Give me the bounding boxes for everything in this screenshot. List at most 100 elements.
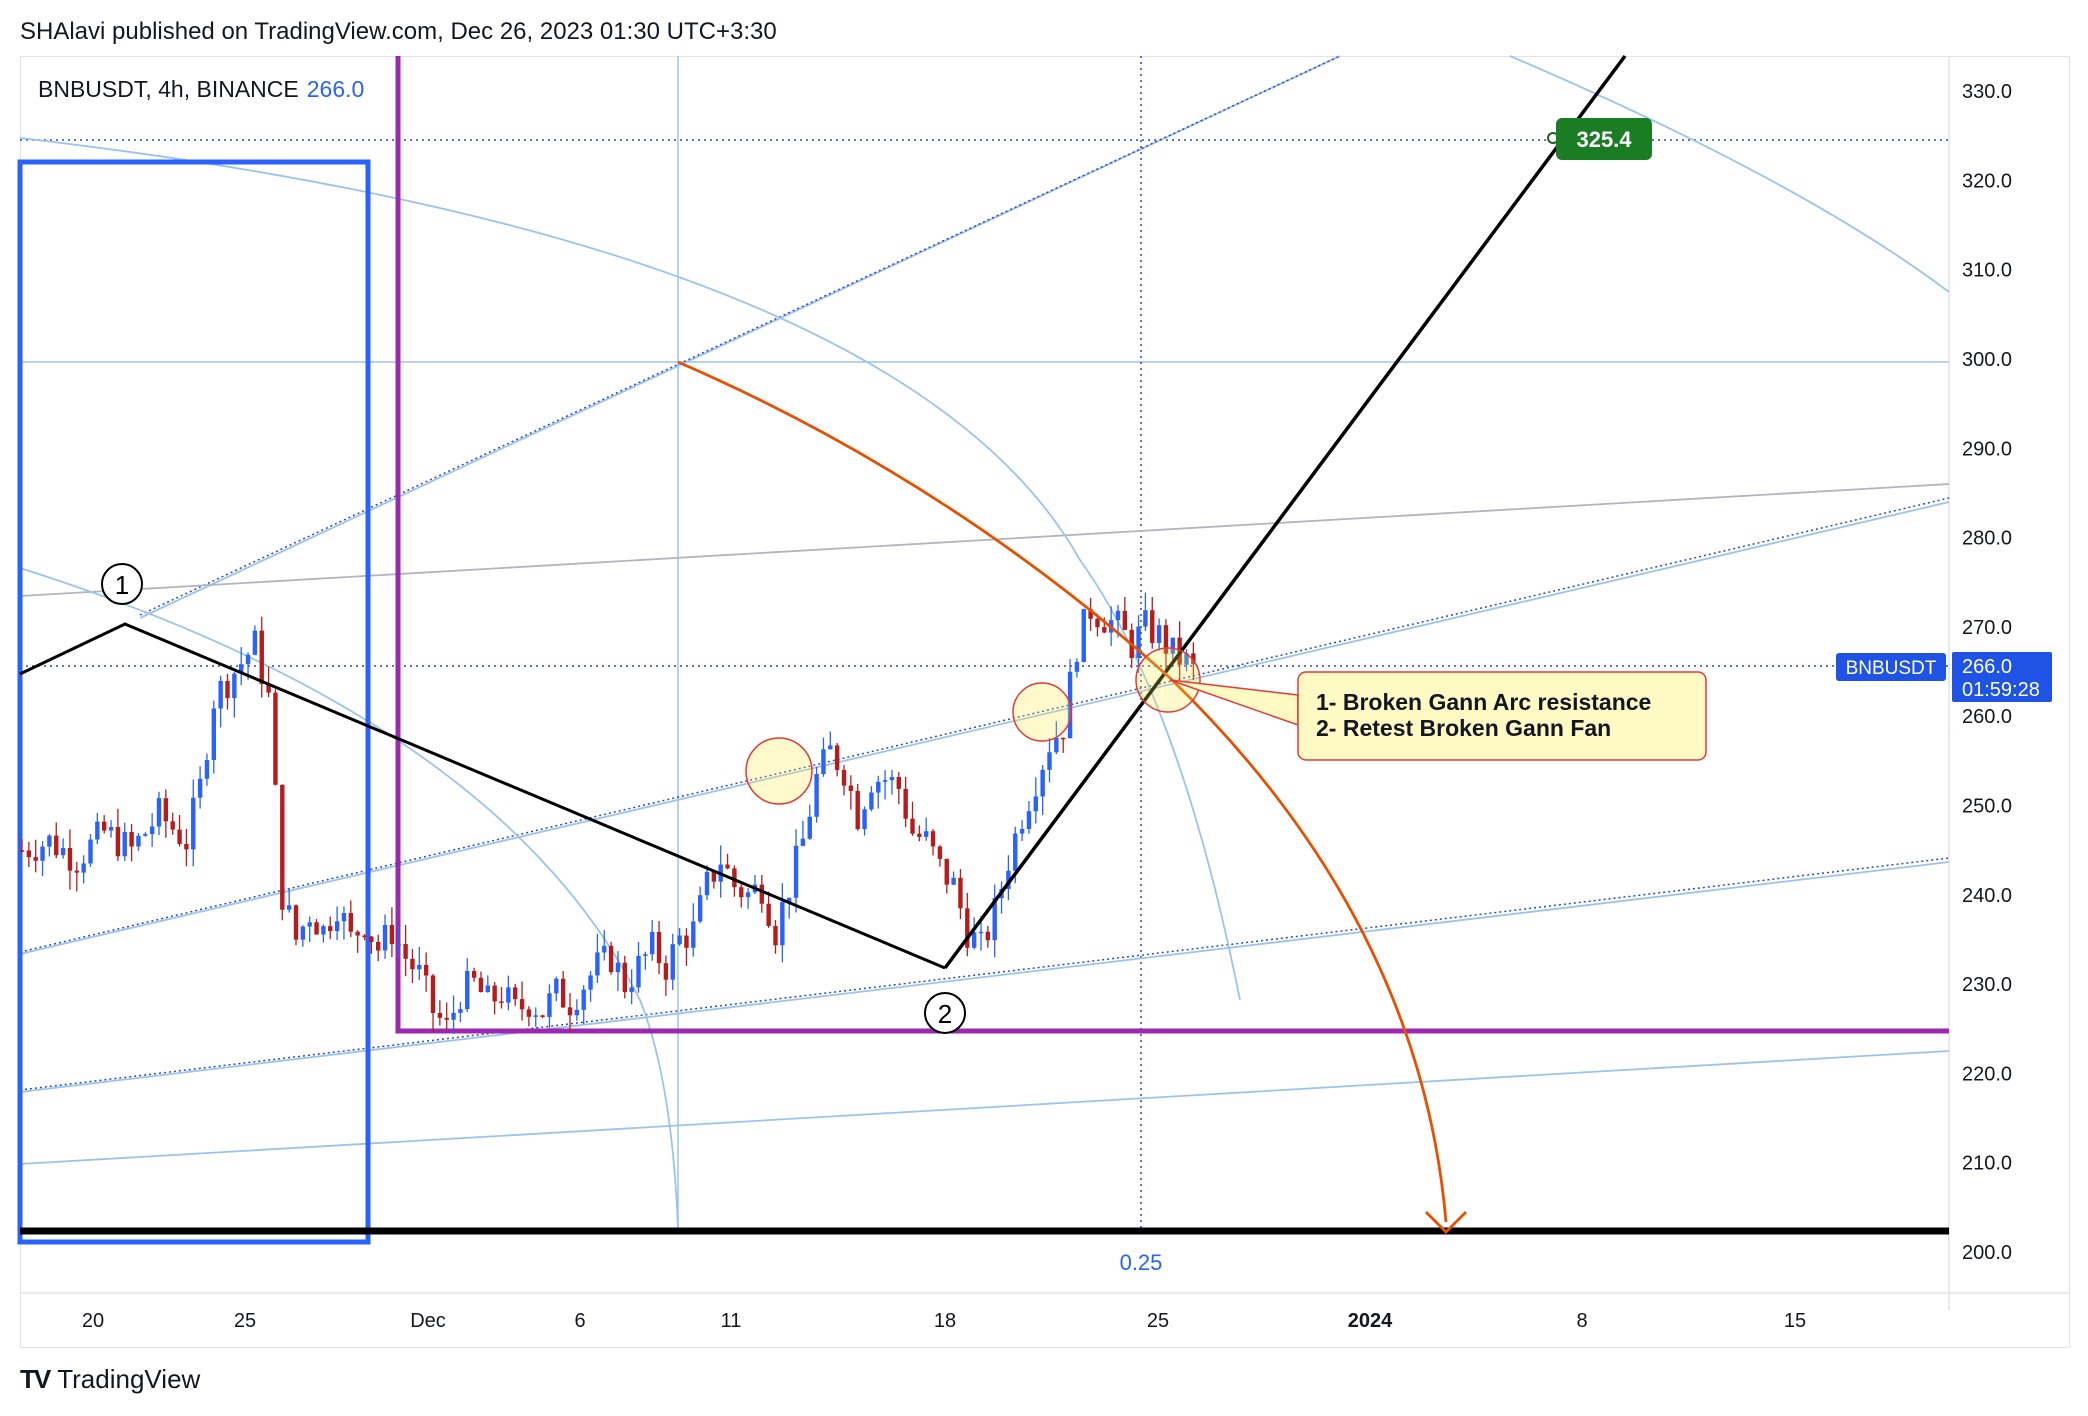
candle-body bbox=[519, 999, 525, 1010]
candle-body bbox=[643, 954, 648, 956]
candle-body bbox=[574, 1009, 580, 1016]
candle-body bbox=[115, 827, 121, 857]
candle-body bbox=[937, 846, 943, 859]
x-tick-label: Dec bbox=[410, 1310, 446, 1332]
candle-body bbox=[1047, 752, 1052, 770]
candle-body bbox=[149, 826, 155, 835]
candle-body bbox=[910, 818, 915, 834]
gann-fan-line-2 bbox=[19, 861, 1950, 1093]
candle-body bbox=[540, 1015, 545, 1017]
publish-header: SHAlavi published on TradingView.com, De… bbox=[20, 18, 777, 45]
y-tick-label: 220.0 bbox=[1962, 1063, 2012, 1085]
gann-fan-line-3 bbox=[19, 501, 1950, 955]
candle-body bbox=[280, 784, 285, 910]
candle-body bbox=[1136, 626, 1141, 658]
candle-body bbox=[286, 905, 292, 910]
candle-body bbox=[60, 847, 66, 856]
x-tick-label: 8 bbox=[1576, 1310, 1587, 1332]
candle-body bbox=[492, 985, 497, 1002]
candle-body bbox=[1054, 737, 1059, 753]
current-price-tag bbox=[1952, 652, 2052, 702]
candle-body bbox=[259, 630, 264, 684]
candle-body bbox=[588, 975, 593, 990]
candle-body bbox=[376, 941, 381, 951]
candle-body bbox=[903, 788, 908, 819]
time-axis[interactable]: 20 25 Dec 6 11 18 25 2024 8 15 bbox=[82, 1310, 1806, 1332]
chart-legend[interactable]: BNBUSDT, 4h, BINANCE 266.0 bbox=[38, 76, 364, 103]
symbol-price-tag-label: BNBUSDT bbox=[1846, 658, 1937, 679]
x-tick-label: 25 bbox=[234, 1310, 256, 1332]
candle-body bbox=[992, 898, 997, 941]
x-tick-label: 2024 bbox=[1348, 1310, 1393, 1332]
candle-body bbox=[47, 835, 52, 847]
candle-body bbox=[170, 821, 175, 830]
candle-body bbox=[828, 745, 833, 750]
candle-body bbox=[560, 978, 566, 1008]
x-tick-label: 25 bbox=[1147, 1310, 1169, 1332]
candle-body bbox=[608, 945, 614, 973]
candle-body bbox=[814, 774, 819, 817]
price-axis[interactable]: 330.0 320.0 310.0 300.0 290.0 280.0 270.0 260.0… bbox=[1962, 81, 2012, 1264]
pivot-2-circle bbox=[924, 992, 966, 1034]
candle-body bbox=[862, 809, 867, 830]
candle-body bbox=[382, 924, 388, 951]
candle-body bbox=[506, 987, 511, 1003]
gann-arc-large bbox=[19, 137, 1241, 1001]
gann-fan-line-2-dotted bbox=[19, 857, 1950, 1091]
candle-body bbox=[951, 877, 956, 885]
candle-body bbox=[533, 1015, 538, 1017]
candle-body bbox=[636, 955, 641, 988]
candle-body bbox=[1033, 796, 1038, 812]
candle-body bbox=[834, 745, 840, 770]
candle-body bbox=[328, 926, 333, 932]
candle-body bbox=[1074, 661, 1080, 672]
footer-brand: TV TradingView bbox=[20, 1364, 200, 1395]
candle-body bbox=[759, 884, 764, 904]
candle-body bbox=[567, 1007, 573, 1016]
candle-body bbox=[971, 932, 977, 948]
highlight-circle-3 bbox=[1135, 647, 1201, 713]
candle-body bbox=[410, 958, 415, 970]
candle-body bbox=[917, 833, 922, 837]
candle-body bbox=[321, 926, 326, 935]
candle-body bbox=[156, 798, 162, 827]
candle-body bbox=[471, 971, 477, 978]
candle-body bbox=[869, 792, 874, 810]
blue-range-box bbox=[17, 159, 371, 1245]
candle-body bbox=[1088, 609, 1093, 619]
candle-body bbox=[232, 673, 237, 699]
candle-body bbox=[944, 858, 949, 885]
tradingview-logo-icon: TV bbox=[20, 1364, 51, 1394]
gann-fan-line-4 bbox=[139, 55, 1341, 619]
candle-body bbox=[300, 926, 306, 940]
candle-body bbox=[650, 931, 655, 955]
candle-body bbox=[677, 935, 682, 945]
candle-body bbox=[362, 935, 367, 938]
legend-last-price: 266.0 bbox=[306, 76, 365, 102]
candle-body bbox=[793, 845, 799, 898]
candle-body bbox=[314, 922, 319, 935]
candle-body bbox=[1143, 610, 1148, 627]
candle-body bbox=[1040, 769, 1045, 797]
candle-body bbox=[417, 964, 422, 970]
candle-body bbox=[848, 785, 854, 791]
purple-range-frame bbox=[395, 56, 1949, 1034]
candle-body bbox=[1013, 833, 1018, 871]
candle-body bbox=[197, 778, 203, 798]
pivot-2-label: 2 bbox=[938, 999, 952, 1029]
x-tick-label: 15 bbox=[1784, 1310, 1806, 1332]
candle-body bbox=[122, 831, 127, 857]
candle-body bbox=[307, 922, 312, 927]
target-tag[interactable] bbox=[1556, 118, 1652, 160]
candle-body bbox=[697, 895, 703, 922]
candle-body bbox=[800, 838, 806, 846]
candle-body bbox=[437, 1013, 443, 1018]
candle-body bbox=[547, 993, 552, 1017]
candle-body bbox=[74, 870, 79, 873]
candle-body bbox=[766, 903, 771, 926]
callout-line-1: 1- Broken Gann Arc resistance bbox=[1316, 689, 1651, 715]
candle-body bbox=[239, 664, 244, 674]
candle-body bbox=[88, 839, 93, 864]
highlight-circle-2 bbox=[1012, 682, 1072, 742]
